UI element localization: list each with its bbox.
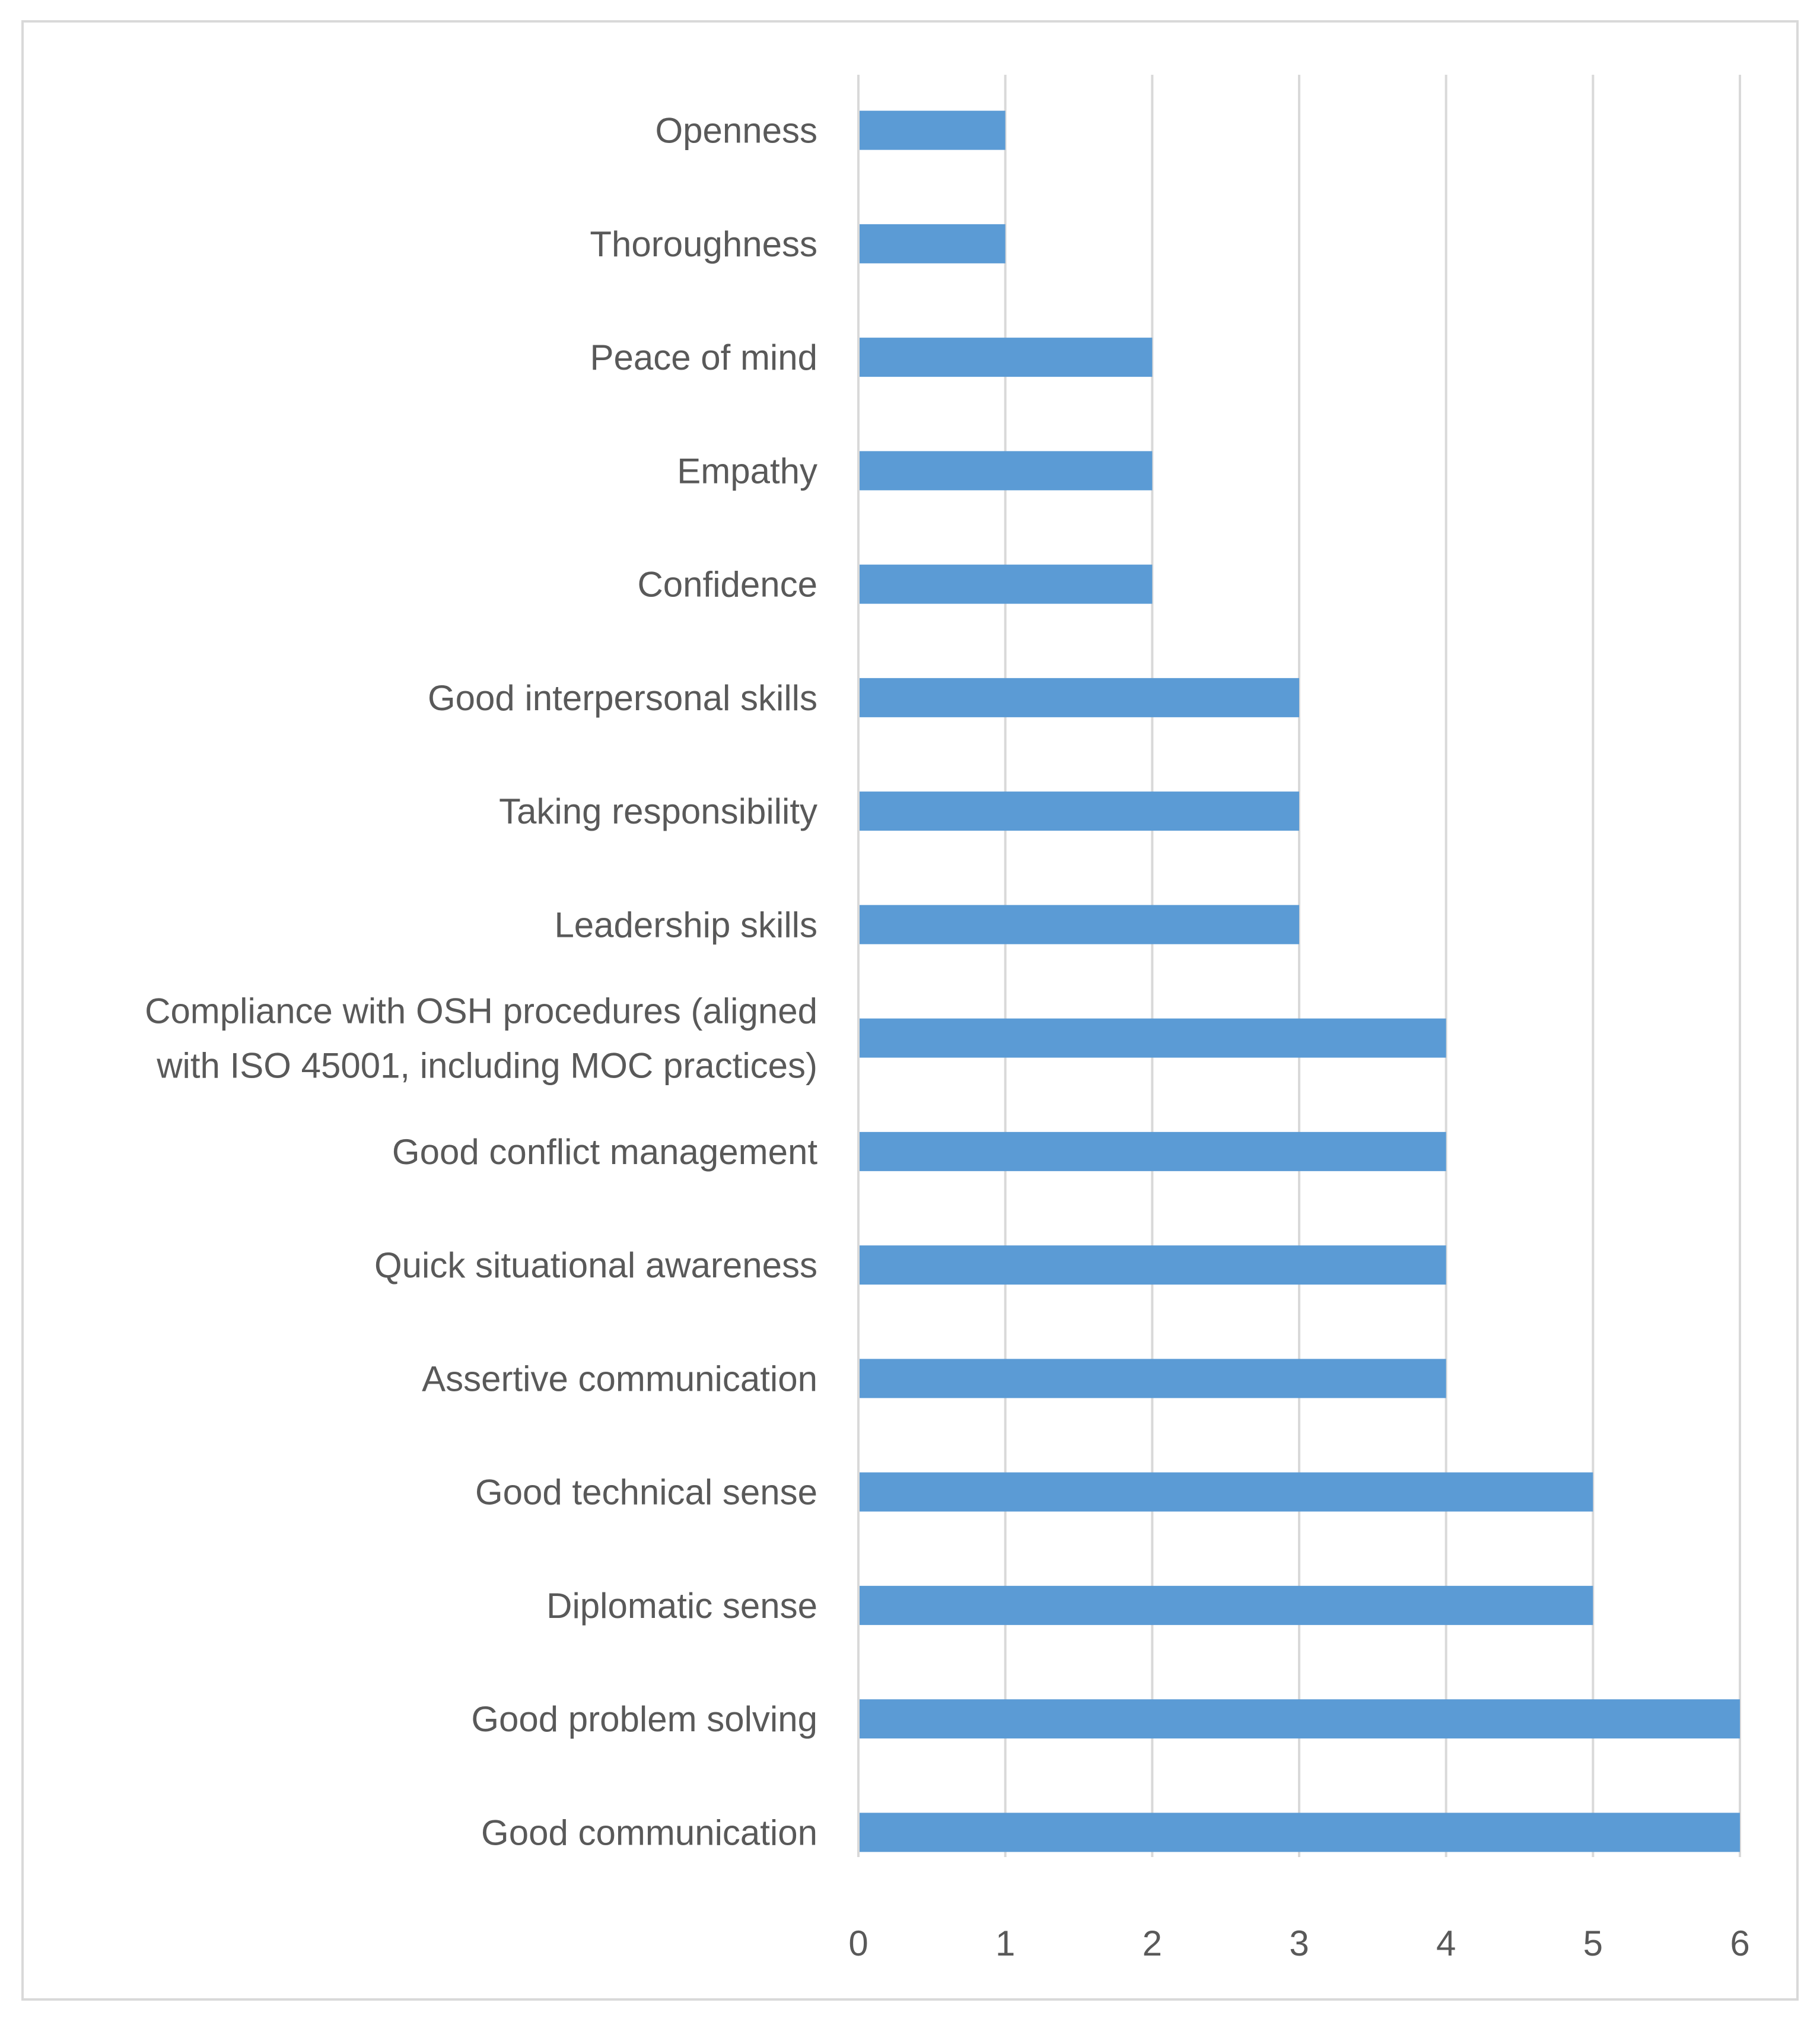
category-label-12: Assertive communication	[422, 1359, 817, 1398]
category-label-10: Good conflict management	[392, 1132, 817, 1172]
category-label-2: Thoroughness	[590, 224, 817, 264]
bar-15	[858, 1699, 1740, 1739]
bar-10	[858, 1131, 1446, 1171]
bar-13	[858, 1472, 1593, 1512]
x-tick-labels: 0 1 2 3 4 5 6	[848, 1924, 1749, 1963]
bar-2	[858, 224, 1006, 263]
category-label-1: Openness	[655, 111, 817, 151]
bar-12	[858, 1359, 1446, 1398]
category-label-9-line-1: Compliance with OSH procedures (aligned	[145, 991, 817, 1031]
bar-9	[858, 1018, 1446, 1058]
bar-5	[858, 564, 1153, 604]
x-tick-label-1: 1	[995, 1924, 1015, 1963]
x-tick-label-2: 2	[1143, 1924, 1162, 1963]
category-label-9-line-2: with ISO 45001, including MOC practices)	[156, 1046, 817, 1086]
bar-11	[858, 1245, 1446, 1285]
bars	[858, 110, 1740, 1852]
category-label-8: Leadership skills	[554, 905, 817, 945]
x-tick-label-0: 0	[848, 1924, 868, 1963]
x-tick-label-6: 6	[1730, 1924, 1749, 1963]
bar-16	[858, 1813, 1740, 1852]
bar-3	[858, 338, 1153, 377]
category-label-11: Quick situational awareness	[374, 1245, 817, 1285]
bar-8	[858, 905, 1299, 945]
x-tick-label-3: 3	[1289, 1924, 1309, 1963]
bar-6	[858, 678, 1299, 717]
category-label-4: Empathy	[677, 451, 817, 491]
category-label-14: Diplomatic sense	[546, 1586, 817, 1626]
category-label-5: Confidence	[637, 565, 817, 605]
bar-14	[858, 1585, 1593, 1625]
category-label-16: Good communication	[481, 1813, 817, 1852]
x-tick-label-5: 5	[1583, 1924, 1603, 1963]
category-label-13: Good technical sense	[475, 1473, 817, 1512]
bar-4	[858, 451, 1153, 491]
category-labels: Openness Thoroughness Peace of mind Empathy…	[145, 111, 817, 1853]
bar-1	[858, 110, 1006, 150]
x-tick-label-4: 4	[1436, 1924, 1456, 1963]
category-label-15: Good problem solving	[471, 1699, 817, 1739]
bar-7	[858, 791, 1299, 831]
category-label-6: Good interpersonal skills	[428, 678, 817, 718]
category-label-7: Taking responsibility	[499, 791, 817, 831]
category-label-3: Peace of mind	[590, 338, 817, 377]
